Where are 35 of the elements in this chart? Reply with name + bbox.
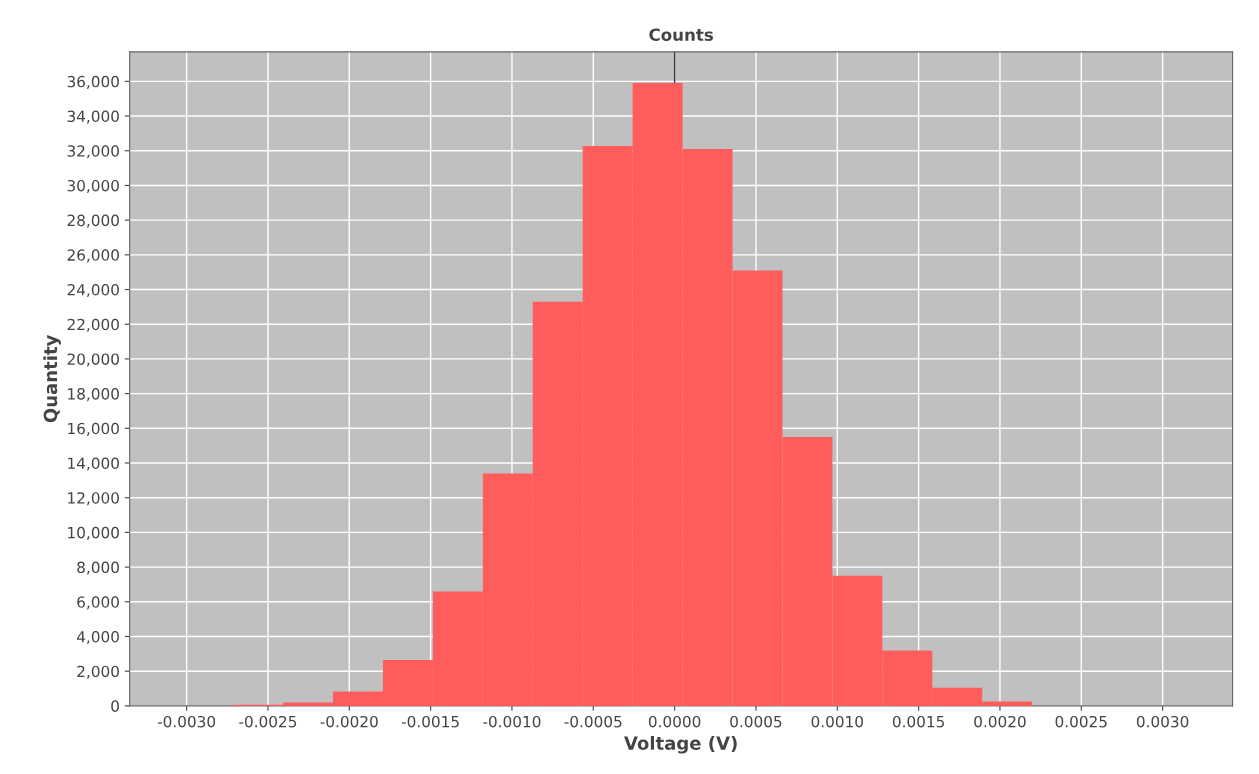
x-tick-label: 0.0005 [730,715,782,728]
x-tick-label: 0.0000 [648,715,701,728]
x-tick-label: 0.0020 [974,715,1026,728]
y-tick-label: 6,000 [77,596,119,610]
chart-title: Counts [649,28,713,41]
y-tick-label: 22,000 [67,318,119,332]
x-tick-label: -0.0020 [320,715,378,728]
y-tick-label: 18,000 [68,388,119,402]
y-tick-label: 32,000 [67,145,119,159]
x-tick-label: 0.0010 [811,715,863,728]
x-tick-label: 0.0030 [1136,715,1189,728]
x-tick-label: -0.0030 [157,715,216,728]
y-axis-title: Quantity [43,334,61,423]
x-axis-title: Voltage (V) [624,735,737,754]
y-tick-label: 36,000 [67,75,119,89]
y-tick-label: 16,000 [68,422,119,436]
y-tick-label: 30,000 [67,179,119,194]
x-tick-label: 0.0025 [1055,715,1107,728]
y-tick-label: 24,000 [67,283,119,298]
y-tick-label: 2,000 [77,665,119,679]
y-tick-label: 20,000 [67,353,119,367]
x-tick-label: 0.0015 [892,715,945,728]
x-tick-label: -0.0015 [401,715,459,728]
y-tick-label: 34,000 [67,110,119,124]
x-tick-label: -0.0025 [239,715,297,728]
y-tick-label: 12,000 [68,492,119,506]
y-tick-label: 4,000 [76,630,119,645]
x-tick-label: -0.0010 [483,715,541,728]
y-tick-label: 0 [111,700,119,712]
y-tick-label: 26,000 [67,249,119,263]
y-tick-label: 8,000 [77,561,119,575]
x-tick-label: -0.0005 [564,715,622,728]
y-tick-label: 14,000 [68,457,119,471]
y-tick-label: 28,000 [67,214,119,228]
y-tick-label: 10,000 [68,526,119,540]
